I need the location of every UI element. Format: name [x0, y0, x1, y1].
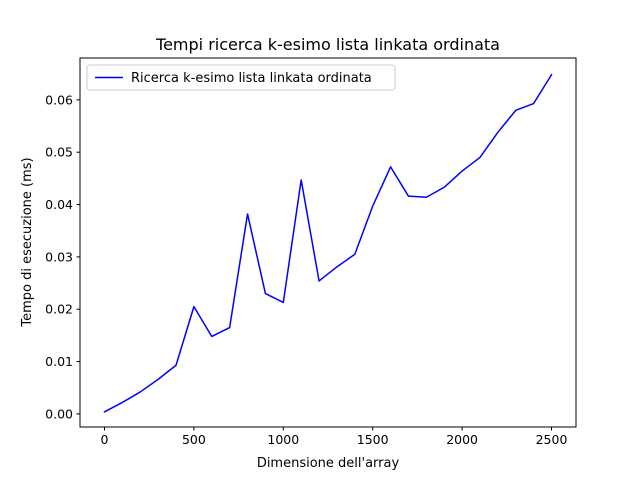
plot-area: 0 500 1000 1500 2000 2500 0.00 0.01 0.02 0.03 0.04… [45, 57, 577, 447]
y-tick-label: 0.00 [45, 406, 73, 421]
y-tick-label: 0.05 [45, 145, 73, 160]
chart-title: Tempi ricerca k-esimo lista linkata ordi… [155, 35, 500, 54]
y-tick-label: 0.04 [45, 197, 73, 212]
x-tick-label: 1500 [357, 432, 389, 447]
x-tick-label: 2000 [446, 432, 478, 447]
y-tick-label: 0.01 [45, 354, 73, 369]
x-axis-label: Dimensione dell'array [257, 456, 400, 471]
y-tick-label: 0.02 [45, 302, 73, 317]
legend-label: Ricerca k-esimo lista linkata ordinata [131, 71, 372, 86]
legend-box [86, 64, 396, 91]
x-tick-label: 1000 [267, 432, 299, 447]
axes-frame [79, 57, 577, 428]
series-line-0 [103, 73, 553, 413]
x-tick-label: 0 [101, 432, 109, 447]
y-axis-label: Tempo di esecuzione (ms) [20, 157, 35, 327]
x-tick-label: 500 [182, 432, 206, 447]
y-tick-label: 0.06 [45, 92, 73, 107]
x-tick-label: 2500 [536, 432, 568, 447]
y-tick-label: 0.03 [45, 249, 73, 264]
